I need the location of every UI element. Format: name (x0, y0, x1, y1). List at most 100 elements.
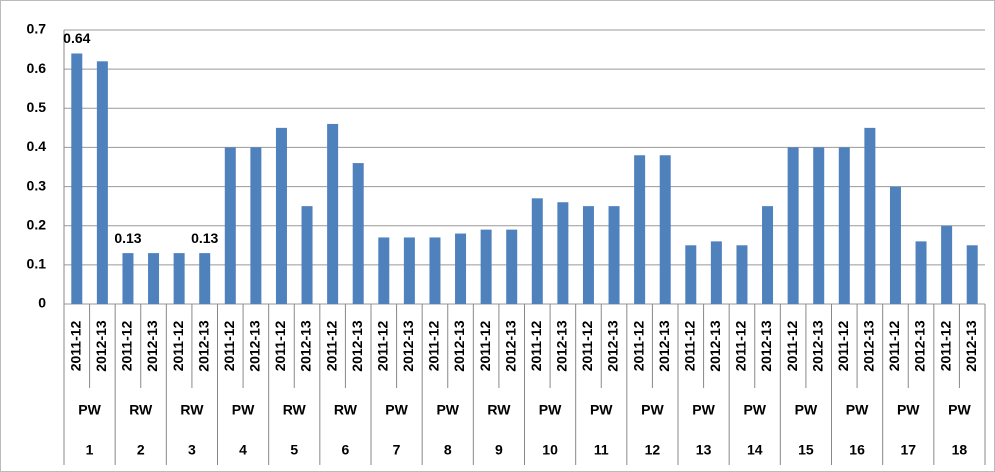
bar (889, 186, 901, 304)
group-type-label: PW (232, 402, 255, 418)
bar (557, 202, 569, 304)
group-type-label: PW (436, 402, 459, 418)
group-number-label: 9 (495, 442, 503, 458)
y-tick-label: 0.3 (27, 177, 47, 193)
group-number-label: 2 (137, 442, 145, 458)
x-tick-label: 2011-12 (374, 320, 390, 371)
group-type-label: PW (948, 402, 971, 418)
group-type-label: RW (283, 402, 307, 418)
x-tick-label: 2012-13 (605, 320, 621, 372)
bar (429, 237, 441, 304)
y-tick-label: 0.7 (27, 21, 47, 37)
group-number-label: 16 (849, 442, 865, 458)
bar (250, 147, 262, 304)
group-number-label: 10 (542, 442, 558, 458)
group-type-label: PW (385, 402, 408, 418)
group-number-label: 3 (188, 442, 196, 458)
bar (531, 198, 543, 304)
group-type-label: PW (897, 402, 920, 418)
group-number-label: 7 (393, 442, 401, 458)
x-tick-label: 2012-13 (451, 320, 467, 372)
bar (685, 245, 697, 304)
x-tick-label: 2012-13 (554, 320, 570, 372)
x-tick-label: 2011-12 (784, 320, 800, 371)
group-type-label: PW (795, 402, 818, 418)
x-tick-label: 2011-12 (886, 320, 902, 371)
bar (659, 155, 671, 304)
bar (301, 206, 313, 304)
group-type-label: PW (590, 402, 613, 418)
bar (352, 163, 364, 304)
bar (173, 253, 185, 304)
x-tick-label: 2011-12 (733, 320, 749, 371)
bar (736, 245, 748, 304)
bar (275, 127, 287, 304)
bar (480, 229, 492, 304)
x-tick-label: 2011-12 (426, 320, 442, 371)
group-number-label: 1 (86, 442, 94, 458)
group-type-label: RW (129, 402, 153, 418)
bar (813, 147, 825, 304)
group-number-label: 18 (952, 442, 968, 458)
x-tick-label: 2011-12 (323, 320, 339, 371)
y-tick-label: 0.4 (27, 138, 47, 154)
group-type-label: PW (539, 402, 562, 418)
bar (608, 206, 620, 304)
x-tick-label: 2012-13 (349, 320, 365, 372)
bar (838, 147, 850, 304)
y-tick-label: 0.2 (27, 216, 47, 232)
bar (224, 147, 236, 304)
x-tick-label: 2012-13 (144, 320, 160, 372)
x-tick-label: 2012-13 (707, 320, 723, 372)
x-tick-label: 2011-12 (67, 320, 83, 371)
group-type-label: RW (334, 402, 358, 418)
x-tick-label: 2012-13 (912, 320, 928, 372)
x-tick-label: 2012-13 (298, 320, 314, 372)
x-tick-label: 2011-12 (272, 320, 288, 371)
group-number-label: 15 (798, 442, 814, 458)
x-tick-label: 2012-13 (861, 320, 877, 372)
value-label: 0.64 (63, 30, 90, 46)
x-tick-label: 2011-12 (119, 320, 135, 371)
x-tick-label: 2012-13 (93, 320, 109, 372)
bar (582, 206, 594, 304)
x-tick-label: 2011-12 (170, 320, 186, 371)
bar (403, 237, 415, 304)
group-number-label: 14 (747, 442, 763, 458)
group-number-label: 11 (594, 442, 609, 458)
y-tick-label: 0 (38, 295, 46, 311)
bar (327, 123, 339, 304)
bar (762, 206, 774, 304)
y-tick-label: 0.5 (27, 99, 47, 115)
bar (199, 253, 211, 304)
value-label: 0.13 (191, 230, 218, 246)
group-number-label: 6 (342, 442, 350, 458)
x-tick-label: 2011-12 (528, 320, 544, 371)
group-type-label: PW (641, 402, 664, 418)
group-type-label: RW (180, 402, 204, 418)
bar (71, 53, 83, 304)
bar (122, 253, 134, 304)
bar (506, 229, 518, 304)
x-tick-label: 2012-13 (502, 320, 518, 372)
x-tick-label: 2012-13 (963, 320, 979, 372)
x-tick-label: 2011-12 (477, 320, 493, 371)
group-number-label: 17 (900, 442, 916, 458)
y-tick-label: 0.1 (27, 256, 47, 272)
group-number-label: 5 (290, 442, 298, 458)
bar (455, 233, 467, 304)
bar (787, 147, 799, 304)
group-type-label: PW (78, 402, 101, 418)
x-tick-label: 2011-12 (579, 320, 595, 371)
x-tick-label: 2012-13 (195, 320, 211, 372)
group-type-label: PW (846, 402, 869, 418)
x-tick-label: 2011-12 (630, 320, 646, 371)
x-tick-label: 2011-12 (835, 320, 851, 371)
x-tick-label: 2012-13 (656, 320, 672, 372)
x-tick-label: 2011-12 (937, 320, 953, 371)
x-tick-label: 2012-13 (809, 320, 825, 372)
value-label: 0.13 (114, 230, 141, 246)
y-tick-label: 0.6 (27, 60, 47, 76)
bar (941, 225, 953, 304)
